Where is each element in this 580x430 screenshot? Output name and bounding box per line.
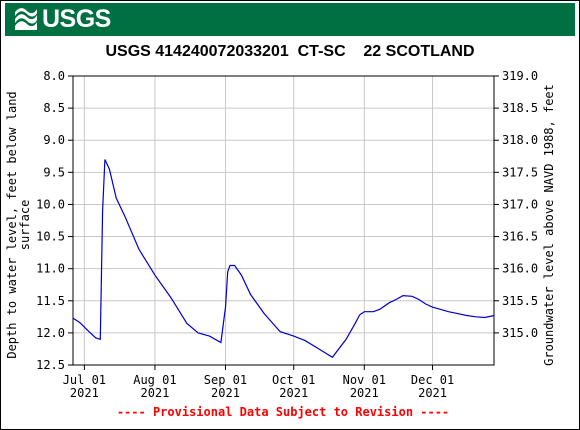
y-tick-label-left: 8.5 xyxy=(43,101,65,115)
y-tick-label-left: 12.5 xyxy=(36,358,65,372)
y-tick-label-left: 11.0 xyxy=(36,262,65,276)
y-axis-right: 319.0 318.5 318.0 317.5 317.0 316.5 316.0 315.5… xyxy=(502,69,538,340)
plot-area xyxy=(72,75,495,366)
y-axis-label-right: Groundwater level above NAVD 1988, feet xyxy=(542,84,556,366)
x-tick-label: Jul 01 xyxy=(63,373,106,387)
y-axis-label-left-line1: Depth to water level, feet below land xyxy=(5,91,19,358)
chart-title: USGS 414240072033201 CT-SC 22 SCOTLAND xyxy=(105,43,475,60)
y-tick-label-left: 12.0 xyxy=(36,326,65,340)
usgs-wave-icon xyxy=(15,7,37,30)
x-tick-label: Sep 01 xyxy=(204,373,247,387)
series-line xyxy=(72,159,495,359)
y-axis-left: 8.0 8.5 9.0 9.5 10.0 10.5 11.0 11.5 12.0 12.5 xyxy=(36,69,65,372)
y-tick-label-left: 10.0 xyxy=(36,197,65,211)
y-tick-label-right: 317.5 xyxy=(502,165,538,179)
x-tick-label: Oct 01 xyxy=(272,373,315,387)
y-tick-label-left: 9.5 xyxy=(43,165,65,179)
y-tick-label-right: 318.0 xyxy=(502,133,538,147)
provisional-footer: ---- Provisional Data Subject to Revisio… xyxy=(117,405,449,419)
x-tick-label: Nov 01 xyxy=(343,373,386,387)
y-tick-label-right: 316.5 xyxy=(502,230,538,244)
grid xyxy=(73,75,494,366)
y-axis-label-left-line2: surface xyxy=(18,200,32,251)
y-tick-label-right: 316.0 xyxy=(502,262,538,276)
x-tick-year: 2021 xyxy=(70,386,99,400)
usgs-banner: USGS xyxy=(5,3,575,36)
logo-text: USGS xyxy=(42,5,111,33)
y-tick-label-left: 11.5 xyxy=(36,294,65,308)
y-tick-label-left: 10.5 xyxy=(36,230,65,244)
x-tick-year: 2021 xyxy=(350,386,379,400)
x-tick-year: 2021 xyxy=(279,386,308,400)
y-tick-label-right: 319.0 xyxy=(502,69,538,83)
y-tick-label-right: 317.0 xyxy=(502,197,538,211)
y-tick-label-left: 8.0 xyxy=(43,69,65,83)
y-tick-label-right: 318.5 xyxy=(502,101,538,115)
x-tick-year: 2021 xyxy=(418,386,447,400)
x-tick-label: Dec 01 xyxy=(411,373,454,387)
x-tick-year: 2021 xyxy=(140,386,169,400)
x-tick-label: Aug 01 xyxy=(133,373,176,387)
ticks xyxy=(68,75,499,370)
usgs-logo[interactable]: USGS xyxy=(13,6,111,33)
y-tick-label-right: 315.0 xyxy=(502,326,538,340)
x-tick-year: 2021 xyxy=(211,386,240,400)
y-tick-label-right: 315.5 xyxy=(502,294,538,308)
y-tick-label-left: 9.0 xyxy=(43,133,65,147)
